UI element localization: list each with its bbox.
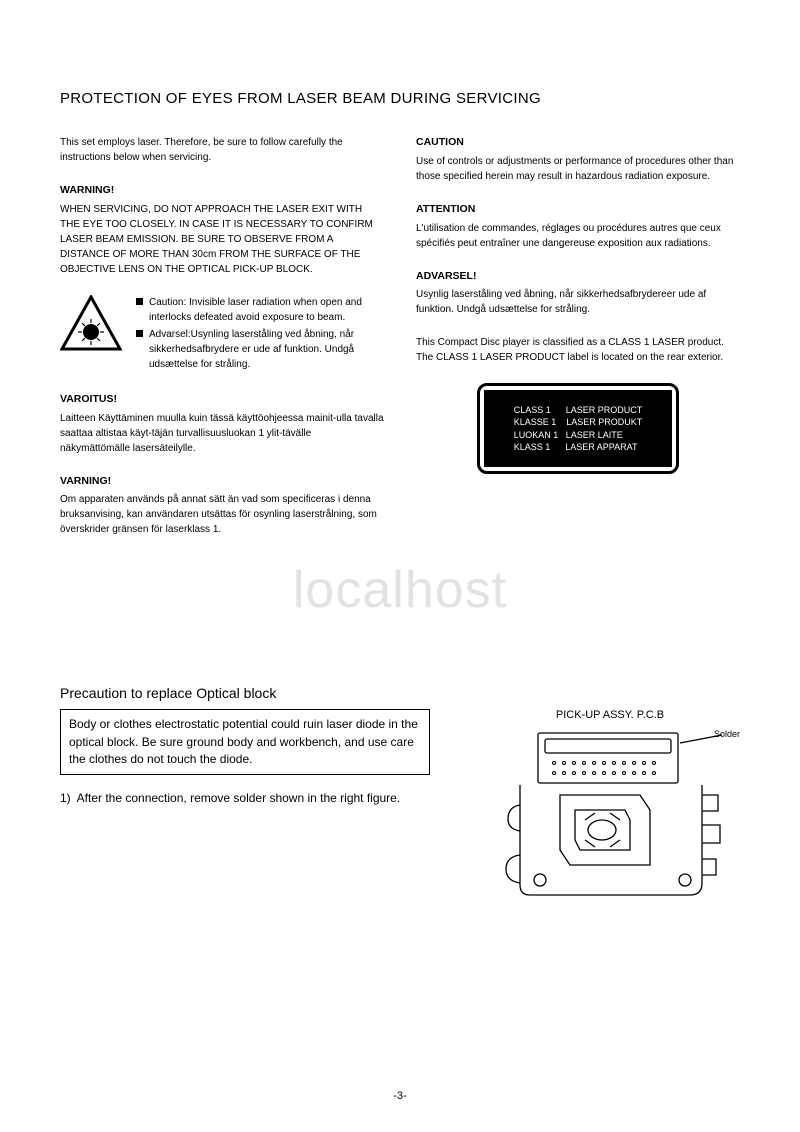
label-row: KLASS 1 LASER APPARAT xyxy=(514,441,643,453)
square-bullet-icon xyxy=(136,330,143,337)
step-text: After the connection, remove solder show… xyxy=(77,789,401,807)
hazard-item: Caution: Invisible laser radiation when … xyxy=(136,295,384,325)
precaution-box: Body or clothes electrostatic potential … xyxy=(60,709,430,775)
advarsel-body: Usynlig laserståling ved åbning, når sik… xyxy=(416,287,740,317)
right-column: CAUTION Use of controls or adjustments o… xyxy=(416,135,740,555)
laser-label-wrap: CLASS 1 LASER PRODUCT KLASSE 1 LASER PRO… xyxy=(416,383,740,474)
pickup-assy-diagram xyxy=(490,725,730,915)
varning-body: Om apparaten används på annat sätt än va… xyxy=(60,492,384,537)
label-row: CLASS 1 LASER PRODUCT xyxy=(514,404,643,416)
attention-body: L'utilisation de commandes, réglages ou … xyxy=(416,221,740,251)
caution-body: Use of controls or adjustments or perfor… xyxy=(416,154,740,184)
label-row: LUOKAN 1 LASER LAITE xyxy=(514,429,643,441)
hazard-caution-text: Caution: Invisible laser radiation when … xyxy=(149,295,384,325)
laser-label-outer: CLASS 1 LASER PRODUCT KLASSE 1 LASER PRO… xyxy=(477,383,680,474)
warning-heading: WARNING! xyxy=(60,183,384,199)
left-column: This set employs laser. Therefore, be su… xyxy=(60,135,384,555)
section2-right: PICK-UP ASSY. P.C.B Solder xyxy=(480,709,740,920)
laser-hazard-icon xyxy=(60,295,122,351)
label-row: KLASSE 1 LASER PRODUKT xyxy=(514,416,643,428)
varoitus-heading: VAROITUS! xyxy=(60,392,384,408)
page-title: PROTECTION OF EYES FROM LASER BEAM DURIN… xyxy=(60,90,740,107)
advarsel-heading: ADVARSEL! xyxy=(416,269,740,285)
section2-columns: Body or clothes electrostatic potential … xyxy=(60,709,740,920)
caution-heading: CAUTION xyxy=(416,135,740,151)
hazard-list: Caution: Invisible laser radiation when … xyxy=(136,295,384,374)
page: PROTECTION OF EYES FROM LASER BEAM DURIN… xyxy=(0,0,800,960)
assy-title: PICK-UP ASSY. P.C.B xyxy=(480,709,740,721)
intro-text: This set employs laser. Therefore, be su… xyxy=(60,135,384,165)
warning-body: WHEN SERVICING, DO NOT APPROACH THE LASE… xyxy=(60,202,384,277)
hazard-symbol-row: Caution: Invisible laser radiation when … xyxy=(60,295,384,374)
class-text: This Compact Disc player is classified a… xyxy=(416,335,740,365)
solder-label: Solder xyxy=(714,729,740,739)
varoitus-body: Laitteen Käyttäminen muulla kuin tässä k… xyxy=(60,411,384,456)
section-precaution: Precaution to replace Optical block Body… xyxy=(60,685,740,920)
varning-heading: VARNING! xyxy=(60,474,384,490)
page-number: -3- xyxy=(393,1090,406,1102)
square-bullet-icon xyxy=(136,298,143,305)
step-1: 1) After the connection, remove solder s… xyxy=(60,789,430,807)
section2-left: Body or clothes electrostatic potential … xyxy=(60,709,430,920)
two-column-layout: This set employs laser. Therefore, be su… xyxy=(60,135,740,555)
precaution-title: Precaution to replace Optical block xyxy=(60,685,740,701)
attention-heading: ATTENTION xyxy=(416,202,740,218)
step-number: 1) xyxy=(60,789,71,807)
laser-label-inner: CLASS 1 LASER PRODUCT KLASSE 1 LASER PRO… xyxy=(484,390,673,467)
hazard-item: Advarsel:Usynling laserståling ved åbnin… xyxy=(136,327,384,372)
hazard-advarsel-text: Advarsel:Usynling laserståling ved åbnin… xyxy=(149,327,384,372)
